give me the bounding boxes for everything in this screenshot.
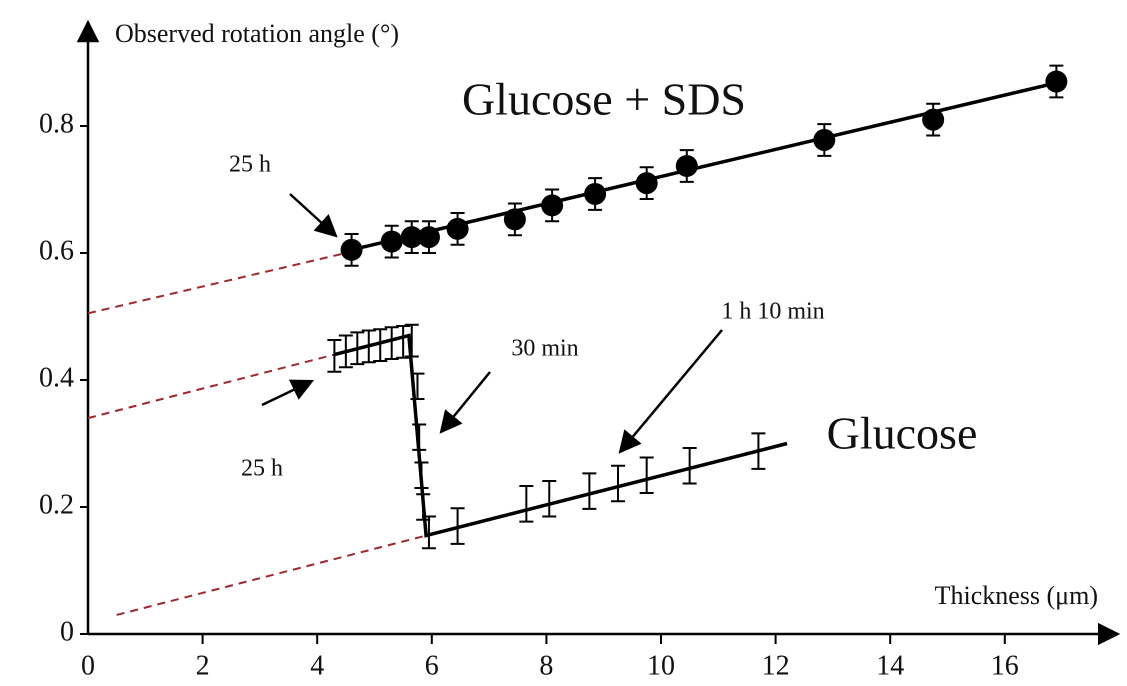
fit-line [116,534,427,616]
error-bar [338,334,353,369]
error-bar [412,423,427,451]
error-bar [416,493,431,521]
error-bar [639,456,654,495]
fit-line [87,353,335,420]
point [400,226,423,249]
y-tick-label: 0.6 [39,235,74,266]
error-bar [404,323,419,358]
series-label: Glucose [827,408,978,459]
y-tick-label: 0.4 [39,362,74,393]
error-bar [611,464,626,503]
annotation: 1 h 10 min [721,299,824,325]
x-tick-label: 4 [310,650,324,681]
point [380,230,403,253]
x-tick-label: 14 [876,650,904,681]
error-bar [410,372,425,401]
arrow [618,329,723,454]
annotation: 25 h [229,152,271,178]
error-bar [350,331,365,366]
point [675,155,698,178]
arrow [439,371,491,434]
arrow [289,193,338,238]
annotation: 25 h [241,456,283,482]
point [541,194,564,217]
error-bar [414,461,429,489]
x-tick-label: 16 [991,650,1019,681]
error-bar [396,325,411,359]
error-bar [751,432,766,470]
point [446,217,469,240]
point [1045,70,1068,93]
point [340,238,363,261]
x-tick-label: 0 [81,650,95,681]
x-tick-label: 8 [539,650,553,681]
error-bar [384,326,399,361]
plot-area: 0 2 4 6 8 10 12 14 16 0 0.2 0.4 0.6 0.8 Glucose + SDS G… [39,64,1068,681]
error-bar [327,338,342,373]
x-axis-label: Thickness (μm) [935,581,1098,610]
error-bar [682,446,697,485]
point [584,182,607,205]
error-bar [421,515,436,550]
y-tick-label: 0.8 [39,108,74,139]
fit-line [87,252,347,315]
x-tick-label: 6 [425,650,439,681]
error-bar [373,328,388,362]
annotation: 30 min [511,336,578,362]
y-axis-label: Observed rotation angle (°) [115,19,399,48]
error-bar [450,507,465,545]
point [635,172,658,195]
error-bar [519,485,534,523]
error-bar [582,472,597,510]
fit-line [333,333,788,538]
point [813,128,836,151]
fit-line [351,79,1063,252]
point [503,208,526,231]
arrow [261,379,315,407]
x-tick-label: 10 [647,650,675,681]
point [417,226,440,249]
x-tick-label: 12 [762,650,790,681]
point [922,108,945,131]
error-bar [542,479,557,518]
series-label: Glucose + SDS [462,74,746,125]
y-tick-label: 0.2 [39,489,74,520]
x-tick-label: 2 [196,650,210,681]
y-tick-label: 0 [60,616,74,647]
error-bar [361,329,376,364]
